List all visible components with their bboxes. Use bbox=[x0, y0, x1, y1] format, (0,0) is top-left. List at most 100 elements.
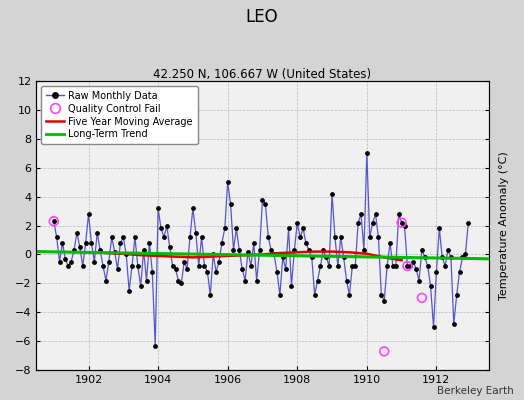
Point bbox=[418, 247, 426, 253]
Point bbox=[357, 211, 365, 217]
Point bbox=[360, 247, 368, 253]
Point bbox=[111, 248, 119, 255]
Point bbox=[285, 225, 293, 232]
Point bbox=[279, 254, 287, 260]
Point bbox=[391, 263, 400, 269]
Point bbox=[87, 240, 95, 246]
Point bbox=[192, 230, 200, 236]
Point bbox=[276, 292, 284, 298]
Point bbox=[453, 292, 461, 298]
Point bbox=[145, 240, 154, 246]
Point bbox=[313, 277, 322, 284]
Point bbox=[125, 288, 133, 294]
Point bbox=[319, 247, 328, 253]
Point bbox=[310, 292, 319, 298]
Point bbox=[206, 292, 214, 298]
Point bbox=[93, 230, 102, 236]
Point bbox=[113, 266, 122, 272]
Point bbox=[380, 298, 388, 304]
Point bbox=[334, 263, 342, 269]
Point bbox=[61, 256, 70, 262]
Point bbox=[52, 234, 61, 240]
Point bbox=[247, 263, 255, 269]
Point bbox=[255, 247, 264, 253]
Point bbox=[354, 220, 362, 226]
Point bbox=[444, 247, 452, 253]
Point bbox=[137, 283, 145, 290]
Point bbox=[429, 324, 438, 330]
Point bbox=[336, 234, 345, 240]
Title: 42.250 N, 106.667 W (United States): 42.250 N, 106.667 W (United States) bbox=[154, 68, 372, 81]
Text: LEO: LEO bbox=[246, 8, 278, 26]
Point bbox=[363, 150, 371, 156]
Point bbox=[96, 247, 104, 253]
Point bbox=[221, 225, 229, 232]
Point bbox=[50, 218, 58, 224]
Point bbox=[148, 269, 157, 275]
Point bbox=[194, 263, 203, 269]
Point bbox=[70, 247, 78, 253]
Point bbox=[464, 220, 473, 226]
Point bbox=[235, 247, 244, 253]
Point bbox=[368, 220, 377, 226]
Point bbox=[400, 222, 409, 229]
Point bbox=[290, 247, 299, 253]
Point bbox=[366, 234, 374, 240]
Point bbox=[380, 348, 388, 354]
Y-axis label: Temperature Anomaly (°C): Temperature Anomaly (°C) bbox=[499, 151, 509, 300]
Point bbox=[90, 258, 99, 265]
Point bbox=[189, 205, 197, 212]
Point bbox=[397, 220, 406, 226]
Point bbox=[374, 234, 383, 240]
Legend: Raw Monthly Data, Quality Control Fail, Five Year Moving Average, Long-Term Tren: Raw Monthly Data, Quality Control Fail, … bbox=[41, 86, 198, 144]
Point bbox=[180, 258, 189, 265]
Point bbox=[287, 283, 296, 290]
Point bbox=[171, 266, 180, 272]
Point bbox=[397, 220, 406, 226]
Point bbox=[415, 277, 423, 284]
Point bbox=[139, 247, 148, 253]
Point bbox=[99, 263, 107, 269]
Point bbox=[386, 240, 394, 246]
Point bbox=[406, 263, 414, 269]
Point bbox=[340, 254, 348, 260]
Text: Berkeley Earth: Berkeley Earth bbox=[437, 386, 514, 396]
Point bbox=[58, 240, 67, 246]
Point bbox=[143, 277, 151, 284]
Point bbox=[258, 196, 267, 203]
Point bbox=[264, 234, 272, 240]
Point bbox=[107, 234, 116, 240]
Point bbox=[154, 205, 162, 212]
Point bbox=[296, 234, 304, 240]
Point bbox=[308, 254, 316, 260]
Point bbox=[230, 247, 238, 253]
Point bbox=[273, 269, 281, 275]
Point bbox=[186, 234, 194, 240]
Point bbox=[342, 277, 351, 284]
Point bbox=[461, 251, 470, 258]
Point bbox=[81, 240, 90, 246]
Point bbox=[244, 248, 252, 255]
Point bbox=[281, 266, 290, 272]
Point bbox=[435, 225, 443, 232]
Point bbox=[130, 234, 139, 240]
Point bbox=[372, 211, 380, 217]
Point bbox=[267, 247, 275, 253]
Point bbox=[238, 266, 246, 272]
Point bbox=[122, 251, 130, 258]
Point bbox=[183, 266, 191, 272]
Point bbox=[73, 230, 81, 236]
Point bbox=[119, 234, 127, 240]
Point bbox=[455, 269, 464, 275]
Point bbox=[418, 295, 426, 301]
Point bbox=[56, 258, 64, 265]
Point bbox=[157, 225, 165, 232]
Point bbox=[253, 277, 261, 284]
Point bbox=[198, 234, 206, 240]
Point bbox=[116, 240, 125, 246]
Point bbox=[151, 342, 159, 349]
Point bbox=[389, 263, 397, 269]
Point bbox=[162, 222, 171, 229]
Point bbox=[409, 258, 418, 265]
Point bbox=[438, 254, 446, 260]
